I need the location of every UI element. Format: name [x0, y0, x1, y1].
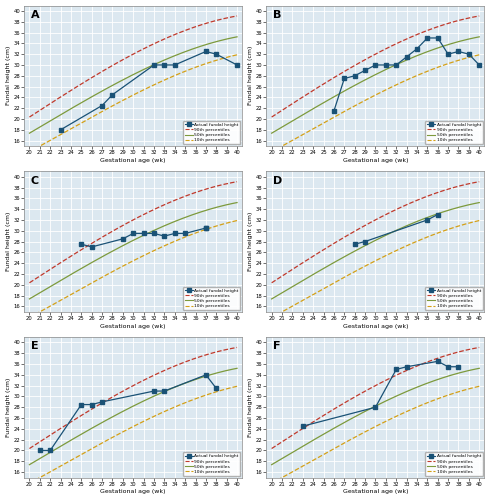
Legend: Actual fundal height, 90th percentiles, 50th percentiles, 10th percentiles: Actual fundal height, 90th percentiles, … — [183, 121, 241, 144]
Legend: Actual fundal height, 90th percentiles, 50th percentiles, 10th percentiles: Actual fundal height, 90th percentiles, … — [425, 121, 483, 144]
Y-axis label: Fundal height (cm): Fundal height (cm) — [248, 378, 253, 437]
Y-axis label: Fundal height (cm): Fundal height (cm) — [5, 212, 11, 271]
Text: C: C — [31, 176, 39, 186]
X-axis label: Gestational age (wk): Gestational age (wk) — [343, 158, 408, 163]
Text: B: B — [273, 10, 281, 20]
Legend: Actual fundal height, 90th percentiles, 50th percentiles, 10th percentiles: Actual fundal height, 90th percentiles, … — [183, 286, 241, 310]
X-axis label: Gestational age (wk): Gestational age (wk) — [100, 324, 166, 328]
Y-axis label: Fundal height (cm): Fundal height (cm) — [5, 46, 11, 106]
Y-axis label: Fundal height (cm): Fundal height (cm) — [248, 212, 253, 271]
Legend: Actual fundal height, 90th percentiles, 50th percentiles, 10th percentiles: Actual fundal height, 90th percentiles, … — [425, 452, 483, 475]
Y-axis label: Fundal height (cm): Fundal height (cm) — [5, 378, 11, 437]
X-axis label: Gestational age (wk): Gestational age (wk) — [343, 490, 408, 494]
X-axis label: Gestational age (wk): Gestational age (wk) — [343, 324, 408, 328]
Legend: Actual fundal height, 90th percentiles, 50th percentiles, 10th percentiles: Actual fundal height, 90th percentiles, … — [183, 452, 241, 475]
X-axis label: Gestational age (wk): Gestational age (wk) — [100, 490, 166, 494]
Y-axis label: Fundal height (cm): Fundal height (cm) — [248, 46, 253, 106]
Text: F: F — [273, 342, 280, 351]
Text: E: E — [31, 342, 38, 351]
X-axis label: Gestational age (wk): Gestational age (wk) — [100, 158, 166, 163]
Legend: Actual fundal height, 90th percentiles, 50th percentiles, 10th percentiles: Actual fundal height, 90th percentiles, … — [425, 286, 483, 310]
Text: A: A — [31, 10, 39, 20]
Text: D: D — [273, 176, 282, 186]
